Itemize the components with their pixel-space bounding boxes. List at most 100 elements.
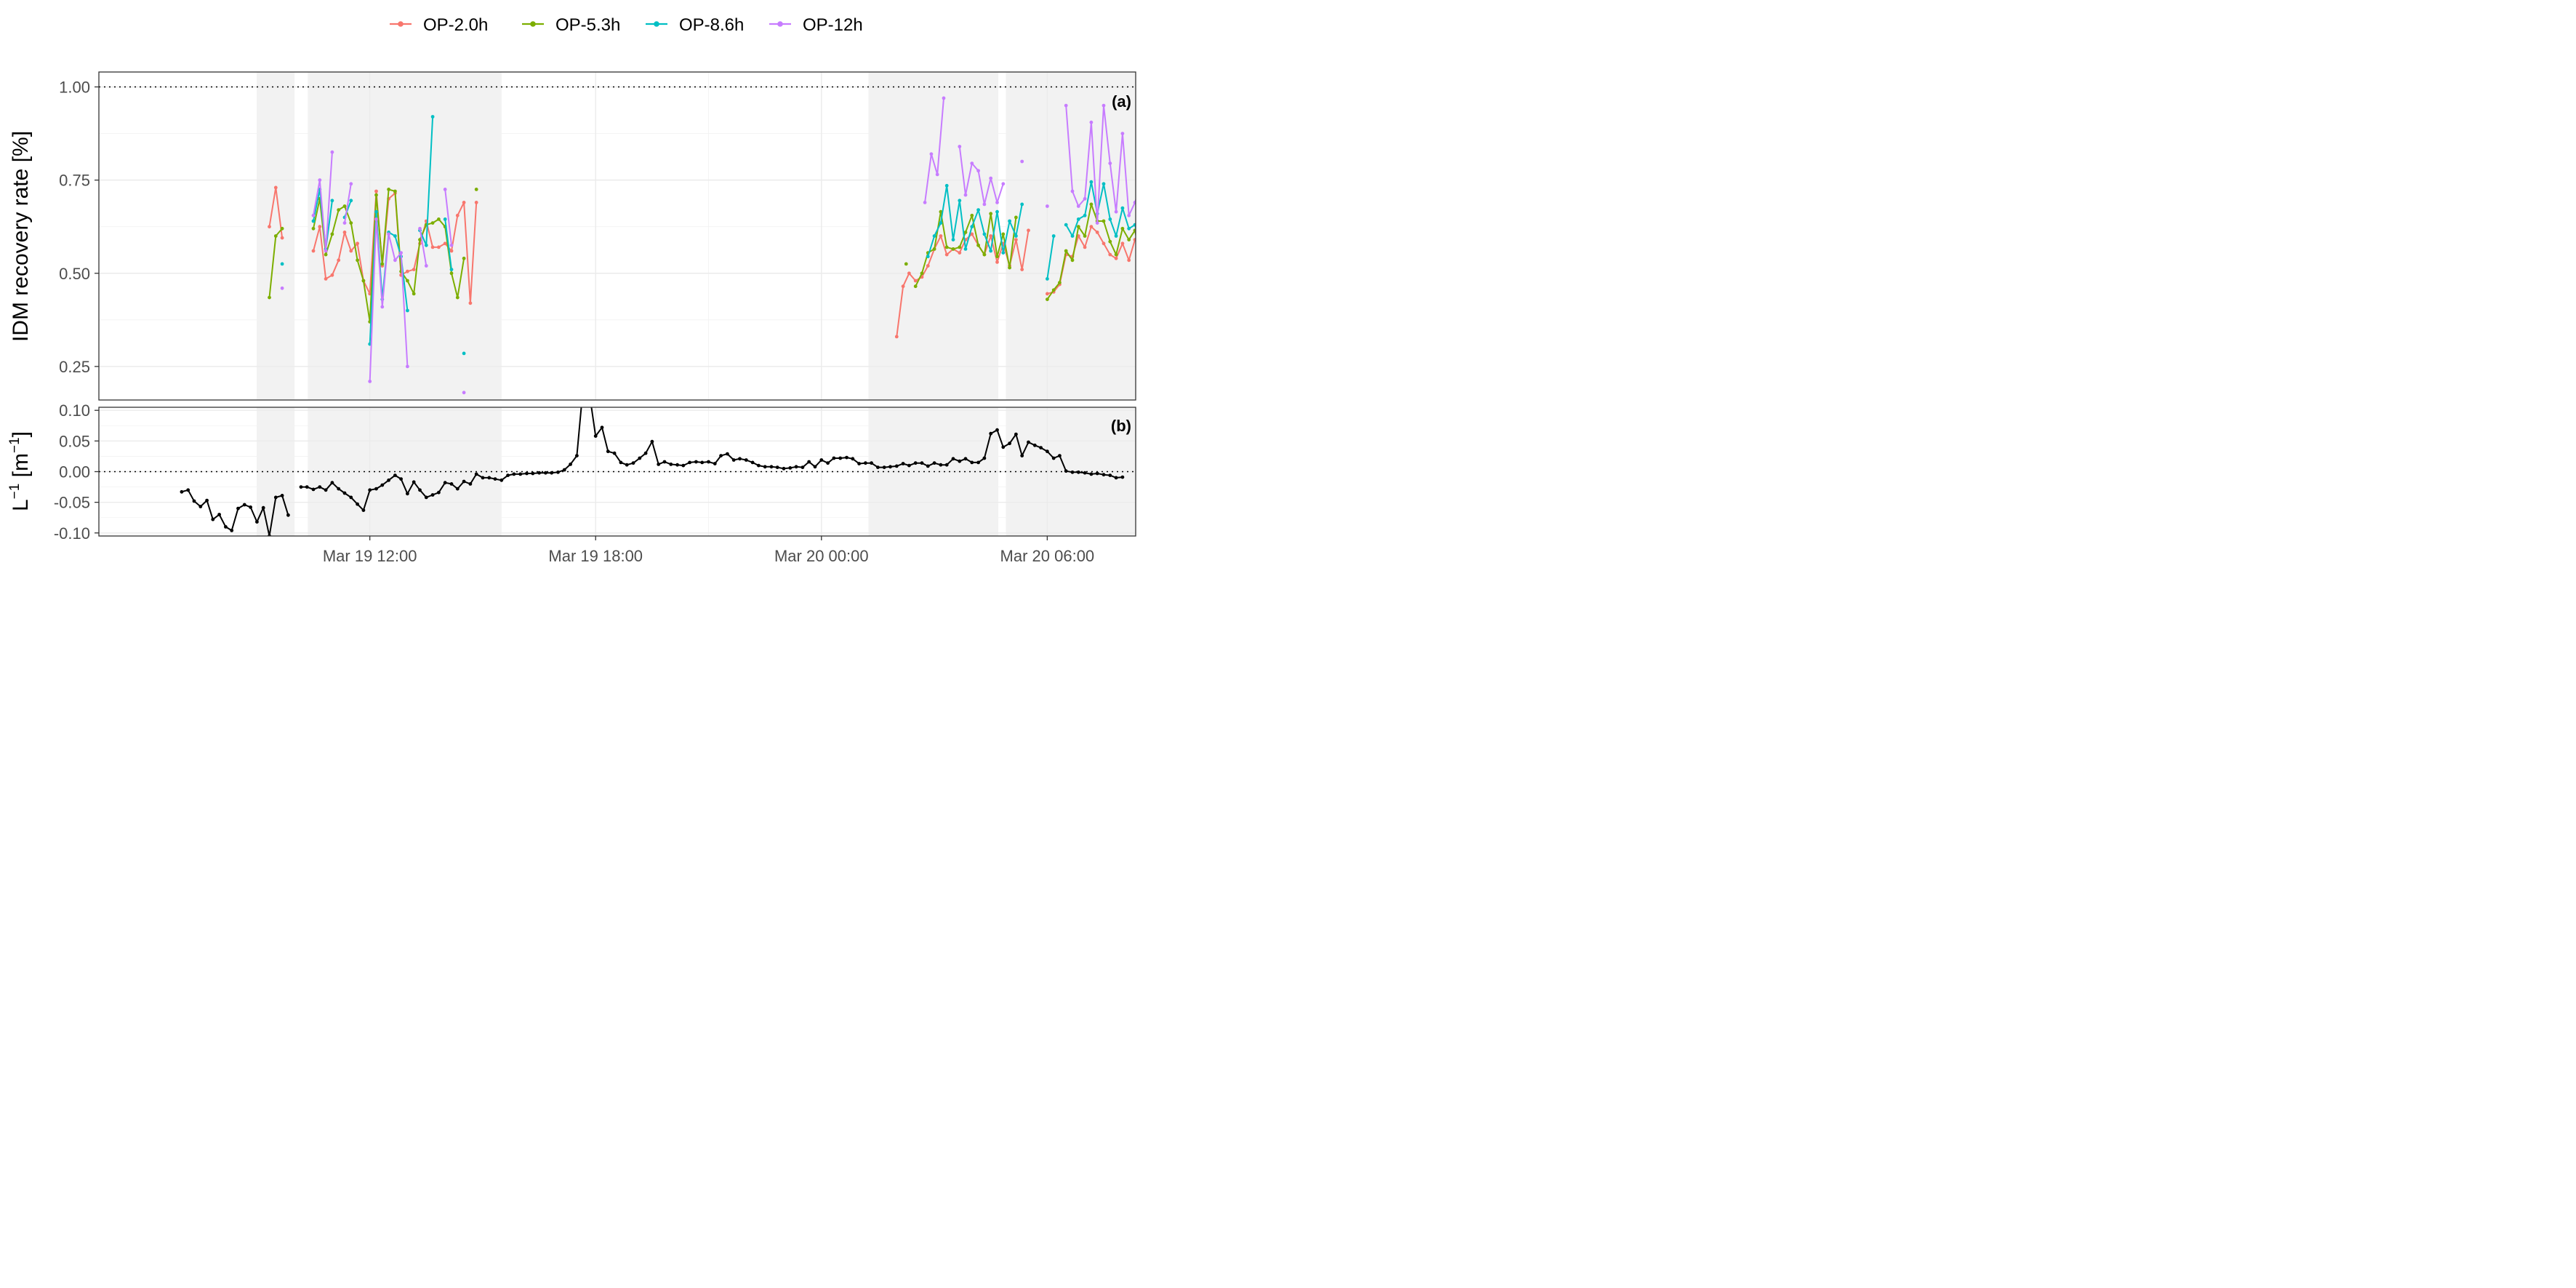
data-point bbox=[989, 212, 993, 216]
data-point bbox=[801, 465, 805, 469]
data-point bbox=[1127, 213, 1131, 217]
data-point bbox=[330, 199, 334, 203]
legend-label: OP-5.3h bbox=[555, 15, 620, 35]
data-point bbox=[1076, 204, 1080, 208]
data-point bbox=[374, 487, 378, 491]
data-point bbox=[713, 462, 717, 465]
data-point bbox=[944, 183, 949, 188]
data-point bbox=[995, 209, 999, 214]
x-tick-label: Mar 20 06:00 bbox=[1000, 547, 1095, 565]
data-point bbox=[929, 152, 934, 156]
y-tick-label: -0.05 bbox=[54, 494, 90, 512]
data-point bbox=[462, 351, 466, 356]
data-point bbox=[374, 193, 378, 197]
data-point bbox=[449, 249, 454, 253]
data-point bbox=[261, 505, 265, 510]
data-point bbox=[393, 473, 397, 477]
data-point bbox=[506, 473, 510, 477]
data-point bbox=[273, 185, 278, 190]
data-point bbox=[280, 236, 284, 240]
data-point bbox=[412, 292, 416, 296]
ylabel-b-close: ] bbox=[9, 431, 33, 437]
data-point bbox=[474, 188, 478, 191]
data-point bbox=[418, 226, 422, 231]
data-point bbox=[481, 476, 485, 480]
data-point bbox=[1089, 225, 1094, 229]
data-point bbox=[1102, 473, 1106, 477]
data-point bbox=[217, 513, 221, 516]
data-point bbox=[970, 213, 974, 217]
data-point bbox=[575, 454, 579, 457]
data-point bbox=[455, 213, 460, 217]
data-point bbox=[750, 460, 755, 465]
panel-b-tag: (b) bbox=[1111, 417, 1131, 435]
data-point bbox=[342, 221, 347, 225]
data-point bbox=[299, 485, 303, 489]
data-point bbox=[976, 243, 980, 247]
data-point bbox=[1014, 234, 1018, 238]
data-point bbox=[976, 169, 980, 173]
panel-b-ylabel: L−1 [m−1] bbox=[7, 431, 33, 511]
data-point bbox=[1108, 239, 1112, 244]
data-point bbox=[944, 245, 949, 249]
data-point bbox=[342, 231, 347, 234]
x-axis: Mar 19 12:00 Mar 19 18:00 Mar 20 00:00 Mar … bbox=[323, 536, 1094, 565]
data-point bbox=[1032, 443, 1037, 447]
data-point bbox=[1076, 470, 1080, 474]
data-point bbox=[1102, 103, 1106, 108]
data-point bbox=[901, 284, 905, 289]
data-point bbox=[449, 268, 454, 271]
series-line bbox=[419, 228, 428, 266]
y-tick-label: 1.00 bbox=[59, 79, 90, 97]
data-point bbox=[544, 471, 547, 475]
data-point bbox=[273, 234, 278, 238]
data-point bbox=[1089, 180, 1094, 184]
series-line bbox=[958, 146, 1004, 205]
data-point bbox=[1070, 258, 1075, 263]
data-point bbox=[913, 461, 918, 465]
data-point bbox=[1133, 201, 1136, 204]
data-point bbox=[951, 457, 955, 461]
data-point bbox=[311, 213, 316, 217]
data-point bbox=[1064, 469, 1068, 473]
data-point bbox=[1058, 281, 1062, 284]
data-point bbox=[894, 464, 899, 468]
legend-key-point bbox=[530, 21, 536, 27]
series-line bbox=[444, 219, 452, 270]
data-point bbox=[380, 483, 385, 487]
data-point bbox=[1108, 473, 1112, 477]
data-point bbox=[342, 204, 347, 208]
data-point bbox=[643, 451, 648, 455]
data-point bbox=[418, 488, 422, 492]
data-point bbox=[763, 465, 767, 469]
data-point bbox=[1095, 471, 1099, 476]
series-L^-1 bbox=[180, 407, 1125, 536]
data-point bbox=[180, 489, 184, 494]
data-point bbox=[468, 482, 473, 486]
data-point bbox=[455, 487, 460, 491]
data-point bbox=[1020, 454, 1024, 457]
panel-a: 1.00 0.75 0.50 0.25 (a) IDM recovery rate [… bbox=[9, 71, 1136, 401]
x-tick-label: Mar 19 18:00 bbox=[548, 547, 643, 565]
data-point bbox=[989, 431, 993, 436]
data-point bbox=[368, 488, 372, 492]
data-point bbox=[813, 465, 817, 469]
legend-label: OP-8.6h bbox=[679, 15, 744, 35]
data-point bbox=[349, 182, 353, 186]
data-point bbox=[443, 481, 447, 485]
data-point bbox=[694, 460, 698, 464]
data-point bbox=[418, 238, 422, 241]
data-point bbox=[1108, 217, 1112, 221]
legend-entry-OP-12h: OP-12h bbox=[769, 15, 863, 35]
data-point bbox=[1020, 202, 1024, 207]
data-point bbox=[963, 457, 968, 461]
data-point bbox=[1083, 245, 1087, 249]
data-point bbox=[1014, 238, 1018, 241]
data-point bbox=[832, 456, 836, 460]
data-point bbox=[499, 478, 504, 482]
data-point bbox=[387, 188, 390, 191]
data-point bbox=[976, 208, 980, 212]
data-point bbox=[324, 252, 328, 257]
data-point bbox=[268, 225, 271, 229]
data-point bbox=[782, 466, 786, 471]
